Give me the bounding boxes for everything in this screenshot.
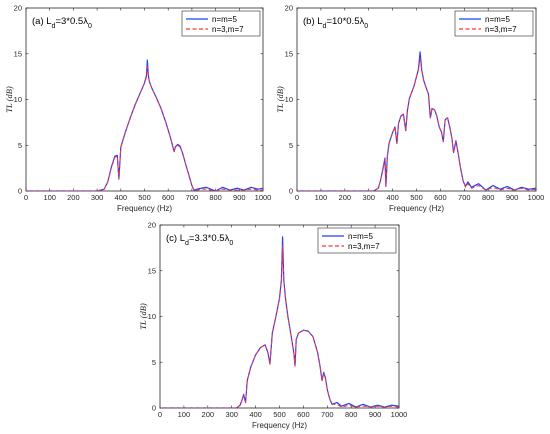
title-part: =3.3*0.5λ [189,233,230,244]
title-subscript: d [185,240,189,247]
x-tick-label: 200 [202,410,215,419]
x-tick-label: 100 [178,410,191,419]
y-axis-label: TL (dB) [4,86,14,113]
panel-title: (a) Ld=3*0.5λ0 [32,16,92,30]
title-part: =3*0.5λ [55,16,88,27]
x-tick-label: 400 [115,193,128,202]
plot-area [296,7,537,192]
y-tick-label: 5 [289,141,293,150]
y-tick-label: 10 [148,312,156,321]
y-tick-label: 0 [18,187,22,196]
y-tick-label: 20 [148,221,156,230]
y-tick-label: 5 [18,141,22,150]
x-tick-label: 700 [321,410,334,419]
legend-box [454,10,534,37]
y-tick-label: 10 [285,95,293,104]
x-tick-label: 500 [410,193,423,202]
x-tick-label: 300 [362,193,375,202]
x-tick-label: 1000 [255,193,272,202]
legend-label: n=m=5 [212,15,237,24]
x-tick-label: 100 [315,193,328,202]
series-line-n3-m7 [160,244,399,408]
x-tick-label: 700 [458,193,471,202]
legend-label: n=3,m=7 [485,25,517,34]
x-axis-label: Frequency (Hz) [252,421,307,430]
legend-label: n=m=5 [348,232,373,241]
plot-area [159,224,400,409]
x-tick-label: 0 [295,193,299,202]
plot-area [25,7,264,192]
y-axis-label: TL (dB) [138,303,148,330]
legend-box [181,10,261,37]
title-part: (c) L [166,233,185,244]
series-line-n-m-5 [26,59,263,191]
x-tick-label: 500 [273,410,286,419]
y-tick-label: 15 [14,49,22,58]
legend-label: n=3,m=7 [212,25,244,34]
panel-title: (c) Ld=3.3*0.5λ0 [166,233,233,247]
x-tick-label: 900 [233,193,246,202]
series-line-n3-m7 [297,57,536,191]
legend-box [317,227,397,254]
chart-a: 0 100 200 300 400 500 600 700 800 900 100005101520… [4,4,271,213]
x-tick-label: 400 [249,410,262,419]
y-tick-label: 10 [14,95,22,104]
x-tick-label: 500 [138,193,151,202]
y-tick-label: 15 [148,266,156,275]
x-tick-label: 800 [482,193,495,202]
legend: n=m=5n=3,m=7 [454,10,534,37]
y-tick-label: 20 [285,4,293,13]
title-subscript: 0 [364,23,368,30]
x-tick-label: 200 [67,193,80,202]
title-part: (a) L [32,16,52,27]
title-part: (b) L [303,16,323,27]
y-tick-label: 15 [285,49,293,58]
chart-b: 0 100 200 300 400 500 600 700 800 900 100005101520… [275,4,544,213]
x-tick-label: 200 [339,193,352,202]
y-axis-label: TL (dB) [275,86,285,113]
y-tick-label: 5 [152,358,156,367]
x-tick-label: 600 [162,193,175,202]
x-tick-label: 300 [225,410,238,419]
x-tick-label: 400 [386,193,399,202]
x-tick-label: 900 [369,410,382,419]
legend-label: n=m=5 [485,15,510,24]
x-tick-label: 800 [345,410,358,419]
y-tick-label: 0 [152,404,156,413]
x-tick-label: 0 [158,410,162,419]
x-tick-label: 600 [297,410,310,419]
title-subscript: d [52,23,56,30]
title-subscript: d [323,23,327,30]
y-tick-label: 20 [14,4,22,13]
x-tick-label: 800 [209,193,222,202]
legend: n=m=5n=3,m=7 [181,10,261,37]
x-tick-label: 0 [24,193,28,202]
title-part: =10*0.5λ [326,16,364,27]
x-tick-label: 1000 [528,193,545,202]
x-tick-label: 900 [506,193,519,202]
chart-c: 0 100 200 300 400 500 600 700 800 900 100005101520… [138,221,407,430]
title-subscript: 0 [88,23,92,30]
x-tick-label: 300 [91,193,104,202]
panel-title: (b) Ld=10*0.5λ0 [303,16,368,30]
x-axis-label: Frequency (Hz) [117,204,172,213]
y-tick-label: 0 [289,187,293,196]
x-tick-label: 100 [43,193,56,202]
legend: n=m=5n=3,m=7 [317,227,397,254]
x-tick-label: 700 [186,193,199,202]
x-tick-label: 600 [434,193,447,202]
x-axis-label: Frequency (Hz) [389,204,444,213]
x-tick-label: 1000 [391,410,408,419]
legend-label: n=3,m=7 [348,242,380,251]
title-subscript: 0 [229,240,233,247]
